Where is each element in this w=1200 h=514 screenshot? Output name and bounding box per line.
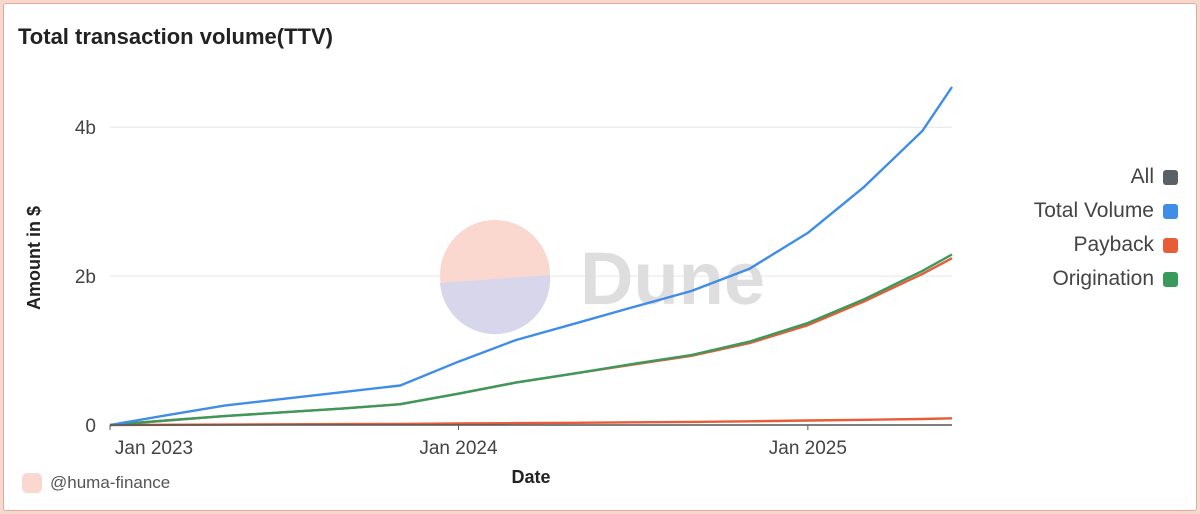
line-chart: Dune 0 2b 4b Jan 2023 Jan 2024 Jan 2025 Date Am… bbox=[24, 86, 953, 487]
legend-item-payback[interactable]: Payback bbox=[1034, 228, 1178, 262]
y-axis-title: Amount in $ bbox=[24, 206, 44, 310]
x-tick-label: Jan 2024 bbox=[419, 438, 498, 459]
dune-watermark: Dune bbox=[440, 220, 765, 335]
chart-card: Total transaction volume(TTV) Dune 0 2b 4b… bbox=[3, 3, 1197, 511]
series-line-origination bbox=[109, 253, 953, 427]
legend-swatch bbox=[1163, 169, 1178, 185]
chart-title: Total transaction volume(TTV) bbox=[18, 24, 333, 49]
y-tick-label: 0 bbox=[85, 416, 96, 437]
legend-label: Payback bbox=[1073, 233, 1154, 256]
x-axis-title: Date bbox=[511, 467, 550, 487]
watermark-text: Dune bbox=[580, 237, 765, 320]
credit-handle: @huma-finance bbox=[50, 473, 171, 492]
legend-label: All bbox=[1130, 165, 1154, 188]
legend-item-total-volume[interactable]: Total Volume bbox=[1034, 194, 1178, 228]
y-tick-label: 4b bbox=[75, 118, 96, 139]
legend-swatch bbox=[1163, 203, 1178, 219]
x-tick-label: Jan 2023 bbox=[115, 438, 193, 459]
legend-item-all[interactable]: All bbox=[1034, 160, 1178, 194]
creator-avatar-icon bbox=[22, 473, 42, 493]
series-line-all bbox=[109, 417, 953, 427]
legend-item-origination[interactable]: Origination bbox=[1034, 262, 1178, 296]
legend: All Total Volume Payback Origination bbox=[1034, 160, 1178, 296]
series-lines bbox=[109, 86, 953, 427]
series-line-total-volume bbox=[109, 86, 953, 427]
x-tick-label: Jan 2025 bbox=[769, 438, 847, 459]
axes: 0 2b 4b Jan 2023 Jan 2024 Jan 2025 Date Amount … bbox=[24, 118, 952, 487]
legend-label: Total Volume bbox=[1033, 199, 1154, 222]
y-tick-label: 2b bbox=[75, 267, 96, 288]
legend-swatch bbox=[1163, 271, 1178, 287]
legend-label: Origination bbox=[1052, 267, 1154, 290]
legend-swatch bbox=[1163, 237, 1178, 253]
watermark-logo-bottom bbox=[440, 275, 551, 335]
credit[interactable]: @huma-finance bbox=[22, 473, 170, 493]
